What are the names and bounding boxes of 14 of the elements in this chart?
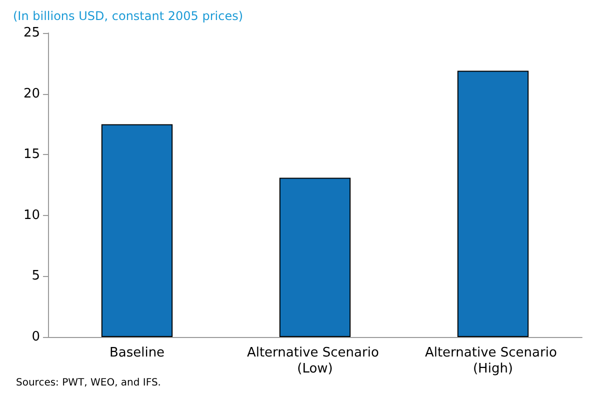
chart-subtitle: (In billions USD, constant 2005 prices) (13, 9, 244, 23)
y-tick-label: 0 (32, 330, 40, 344)
x-tick-label: Alternative Scenario (Low) (246, 346, 384, 376)
x-tick-label: Baseline (109, 346, 165, 360)
x-tick-label: Alternative Scenario (High) (424, 346, 562, 376)
bar (279, 178, 351, 337)
source-note: Sources: PWT, WEO, and IFS. (16, 378, 161, 388)
y-tick-label: 5 (32, 268, 40, 284)
y-tick-label: 20 (23, 86, 40, 102)
y-tick-label: 25 (23, 26, 40, 40)
y-tick-label: 15 (23, 147, 40, 162)
bar (457, 70, 529, 337)
bar (101, 124, 173, 337)
y-tick-label: 10 (23, 208, 40, 223)
